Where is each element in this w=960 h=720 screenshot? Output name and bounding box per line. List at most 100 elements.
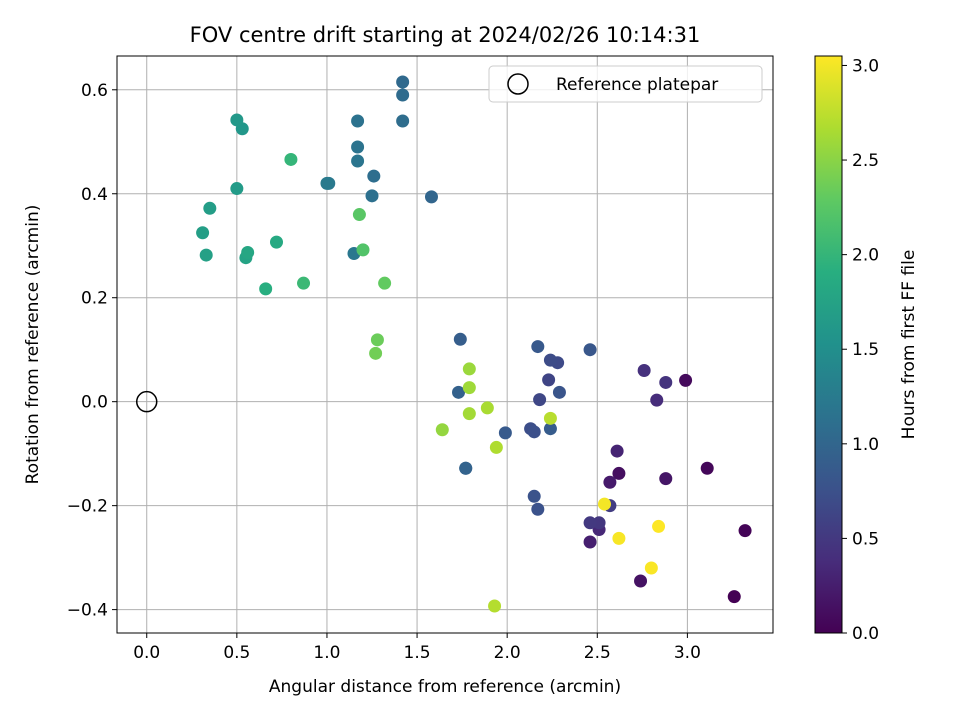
data-point [351,140,365,154]
colorbar-tick-label: 2.0 [852,246,879,266]
data-points [196,75,752,613]
plot-frame [116,55,774,634]
data-point [592,516,606,530]
data-point [583,535,597,549]
data-point [259,282,273,296]
y-tick-label: 0.6 [81,81,108,101]
data-point [452,385,466,399]
data-point [644,561,658,575]
data-point [230,113,244,127]
reference-platepar-marker [135,390,158,413]
y-tick-label: 0.4 [81,185,108,205]
data-point [727,590,741,604]
data-point [679,373,693,387]
data-point [297,276,311,290]
data-point [241,245,255,259]
data-point [583,343,597,357]
data-point [284,152,298,166]
data-point [700,461,714,475]
legend-label: Reference platepar [556,75,718,95]
x-tick-label: 3.0 [674,643,701,663]
data-point [597,497,611,511]
colorbar: 0.0 0.5 1.0 1.5 2.0 2.5 3.0 Hours from first F… [814,55,919,644]
data-point [543,411,557,425]
colorbar-tick-label: 1.5 [852,340,879,360]
data-point [543,353,557,367]
data-point [488,599,502,613]
data-point [203,201,217,215]
data-point [199,248,213,262]
data-point [612,466,626,480]
data-point [351,114,365,128]
colorbar-gradient [814,55,843,634]
data-point [396,75,410,89]
data-point [531,340,545,354]
data-point [367,169,381,183]
data-point [453,332,467,346]
data-point [652,519,666,533]
data-point [498,426,512,440]
data-point [552,385,566,399]
y-tick-label: −0.4 [67,601,108,621]
data-point [196,226,210,240]
colorbar-tick-label: 0.5 [852,529,879,549]
data-point [435,423,449,437]
data-point [462,381,476,395]
x-axis-label: Angular distance from reference (arcmin) [269,677,621,697]
data-point [738,524,752,538]
data-point [320,176,334,190]
x-tick-label: 1.5 [404,643,431,663]
data-point [356,243,370,257]
data-point [659,375,673,389]
data-point [610,444,624,458]
colorbar-tick-label: 2.5 [852,151,879,171]
legend-box [488,65,763,103]
data-point [533,393,547,407]
data-point [462,407,476,421]
data-point [659,472,673,486]
data-point [365,189,379,203]
x-tick-label: 2.5 [584,643,611,663]
data-point [370,333,384,347]
y-tick-label: −0.2 [67,497,108,517]
data-point [269,235,283,249]
data-point [378,276,392,290]
y-axis-ticks: −0.4 −0.2 0.0 0.2 0.4 0.6 [67,81,117,621]
reference-marker-layer [135,390,158,413]
data-point [489,440,503,454]
legend: Reference platepar [488,65,763,103]
data-point [603,475,617,489]
data-point [352,208,366,222]
data-point [583,516,597,530]
colorbar-label: Hours from first FF file [899,250,919,440]
x-tick-label: 2.0 [494,643,521,663]
data-point [396,88,410,102]
data-point [459,461,473,475]
data-point [462,362,476,376]
y-tick-label: 0.2 [81,289,108,309]
x-tick-label: 1.0 [313,643,340,663]
x-tick-label: 0.5 [223,643,250,663]
grid [117,56,773,633]
colorbar-tick-label: 0.0 [852,624,879,644]
data-point [650,393,664,407]
data-point [543,422,557,436]
data-point [527,489,541,503]
legend-open-circle-icon [507,73,529,95]
data-point [542,373,556,387]
colorbar-tick-label: 3.0 [852,56,879,76]
data-point [230,182,244,196]
colorbar-ticks: 0.0 0.5 1.0 1.5 2.0 2.5 3.0 [842,56,879,644]
data-point [424,190,438,204]
data-point [634,574,648,588]
x-axis-ticks: 0.0 0.5 1.0 1.5 2.0 2.5 3.0 [133,633,701,663]
x-tick-label: 0.0 [133,643,160,663]
chart-title: FOV centre drift starting at 2024/02/26 … [190,23,701,47]
data-point [637,363,651,377]
data-point [396,114,410,128]
data-point [351,154,365,168]
data-point [612,531,626,545]
data-point [369,346,383,360]
y-axis-label: Rotation from reference (arcmin) [23,205,43,485]
